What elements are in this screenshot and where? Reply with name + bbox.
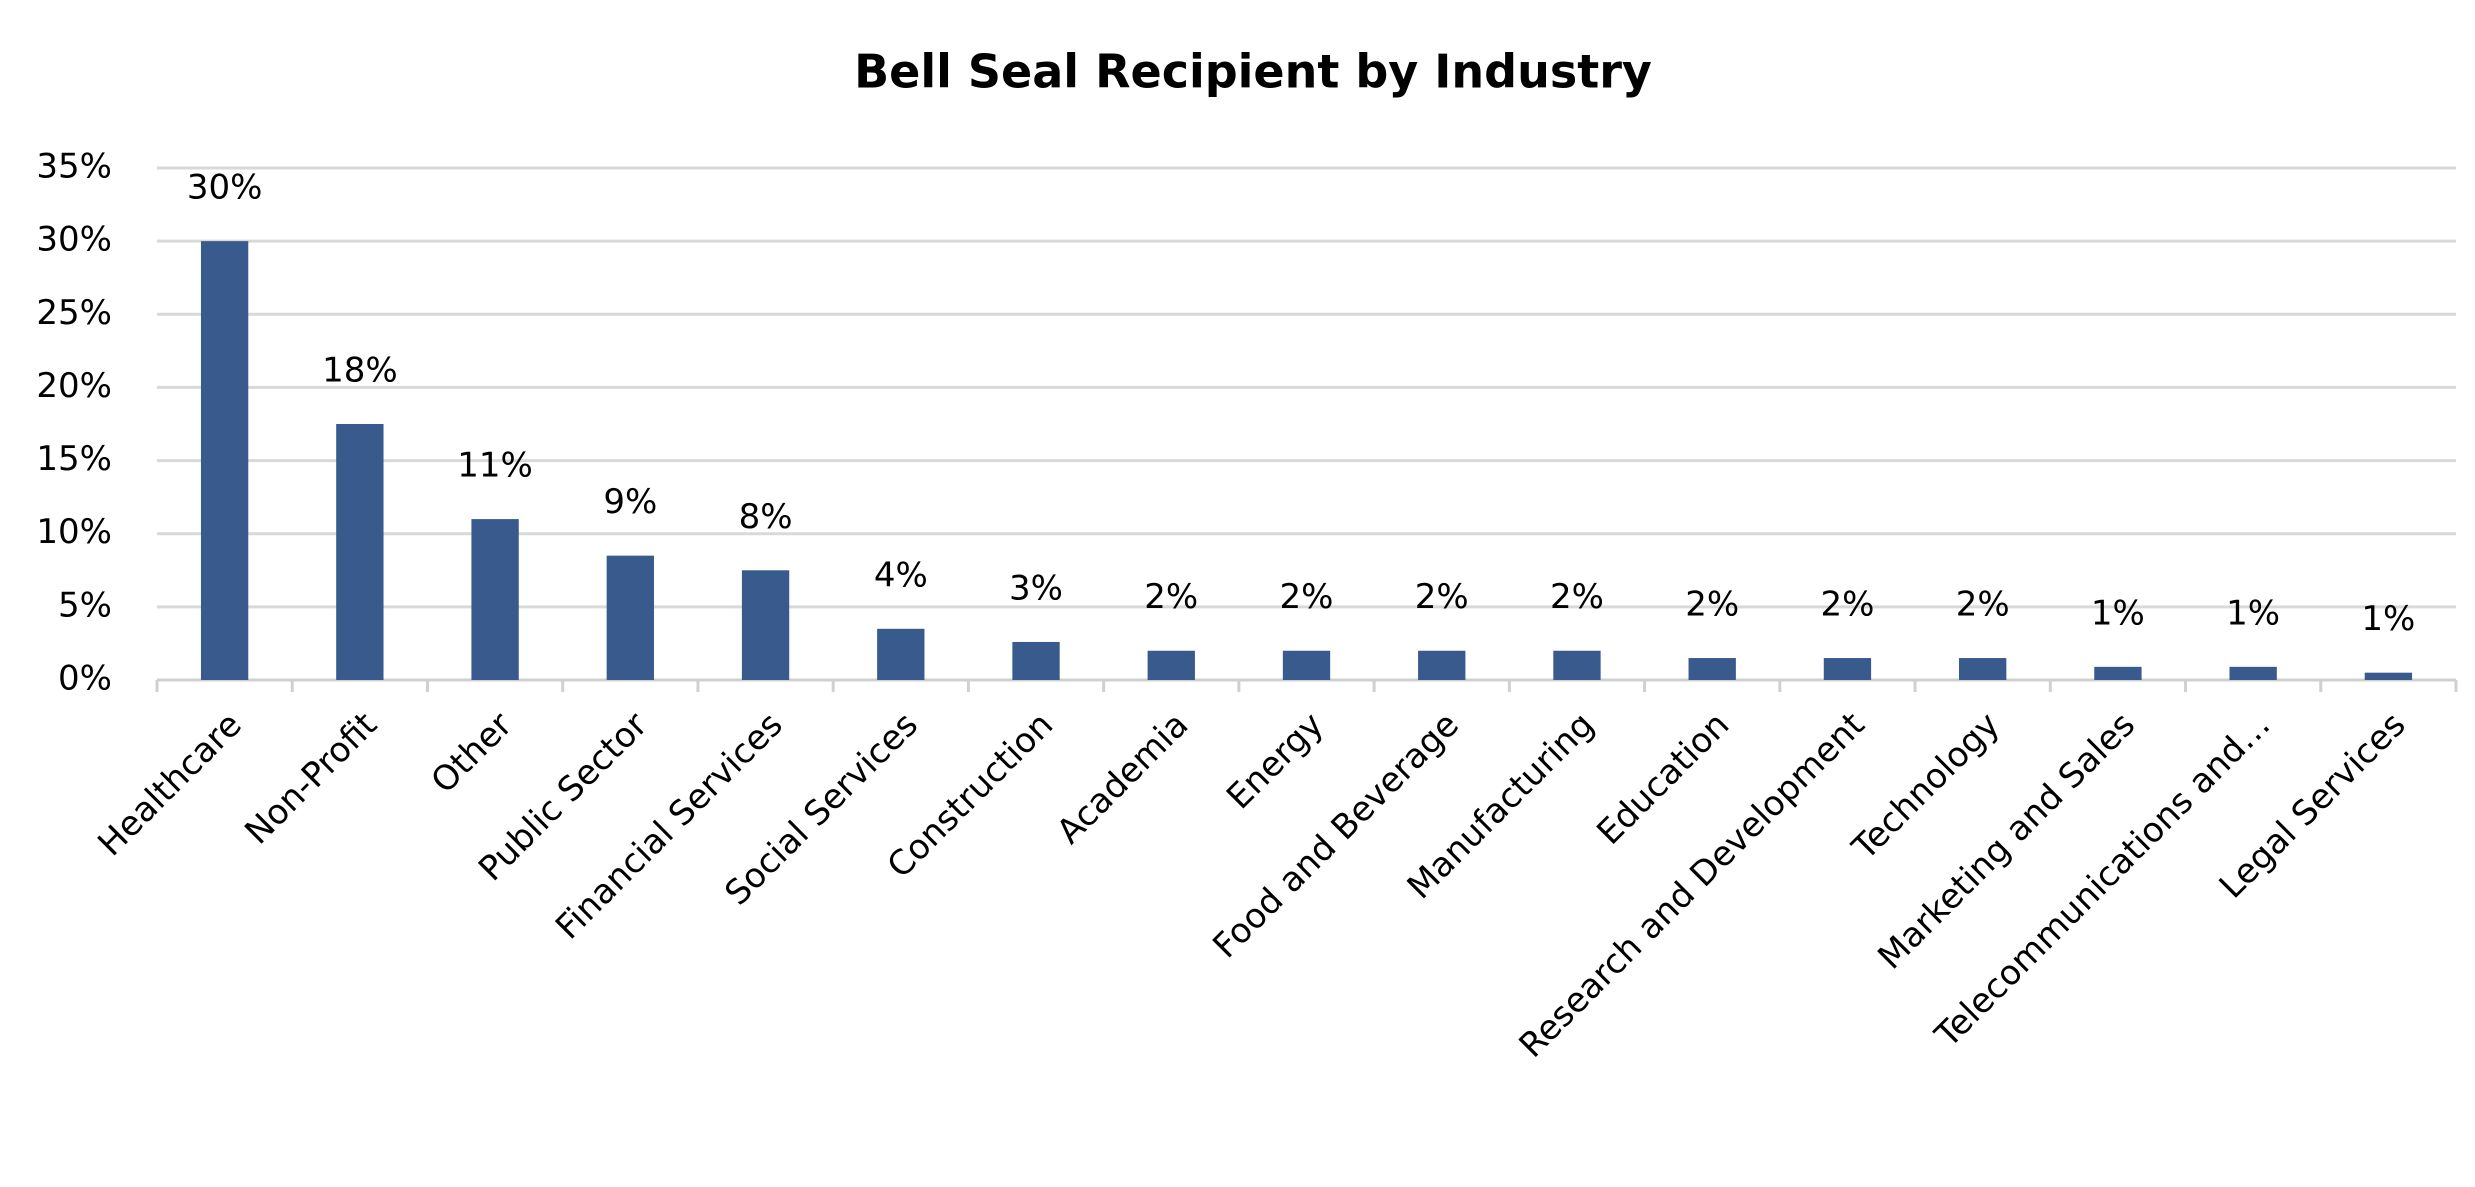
data-label: 18% xyxy=(322,351,398,391)
bar xyxy=(606,555,654,680)
bar xyxy=(877,628,925,680)
data-label: 1% xyxy=(2361,599,2415,639)
data-label: 2% xyxy=(1144,577,1198,617)
data-label: 9% xyxy=(603,482,657,522)
y-tick-label: 20% xyxy=(36,366,112,406)
data-label: 30% xyxy=(187,168,263,208)
bar xyxy=(2094,666,2142,680)
data-label: 1% xyxy=(2226,593,2280,633)
bar xyxy=(336,424,384,680)
x-tick-label: Non-Profit xyxy=(237,705,385,853)
bar xyxy=(1418,650,1466,680)
chart-title: Bell Seal Recipient by Industry xyxy=(854,45,1652,99)
y-tick-label: 15% xyxy=(36,439,112,479)
bar xyxy=(1959,658,2007,680)
y-tick-label: 10% xyxy=(36,512,112,552)
data-label: 4% xyxy=(874,555,928,595)
bar xyxy=(1553,650,1601,680)
x-tick-label: Energy xyxy=(1219,705,1331,817)
data-label: 2% xyxy=(1550,577,1604,617)
bar xyxy=(1012,641,1060,680)
y-tick-label: 5% xyxy=(58,585,112,625)
data-label: 2% xyxy=(1280,577,1334,617)
x-tick-label: Food and Beverage xyxy=(1205,705,1466,966)
y-tick-label: 0% xyxy=(58,659,112,699)
bar xyxy=(1147,650,1195,680)
x-tick-label: Education xyxy=(1589,705,1737,853)
data-label: 2% xyxy=(1820,585,1874,625)
bar xyxy=(1823,658,1872,680)
x-tick-label: Academia xyxy=(1049,705,1196,852)
bar xyxy=(471,519,519,680)
y-tick-label: 30% xyxy=(36,220,112,260)
data-label: 2% xyxy=(1415,577,1469,617)
bar xyxy=(2229,666,2277,680)
data-label: 2% xyxy=(1685,585,1739,625)
x-tick-label: Other xyxy=(424,705,521,802)
x-tick-label: Marketing and Sales xyxy=(1870,705,2143,978)
x-tick-label: Healthcare xyxy=(90,705,249,864)
data-label: 2% xyxy=(1956,585,2010,625)
bar xyxy=(1688,658,1736,680)
bar xyxy=(1282,650,1331,680)
data-label: 11% xyxy=(457,446,533,486)
bar xyxy=(200,241,249,680)
data-label: 1% xyxy=(2091,593,2145,633)
x-tick-label: Financial Services xyxy=(548,705,791,948)
y-tick-label: 25% xyxy=(36,293,112,333)
bar xyxy=(2364,672,2413,680)
data-label: 8% xyxy=(739,497,793,537)
data-label: 3% xyxy=(1009,568,1063,608)
y-tick-label: 35% xyxy=(36,147,112,187)
bar xyxy=(741,570,790,680)
